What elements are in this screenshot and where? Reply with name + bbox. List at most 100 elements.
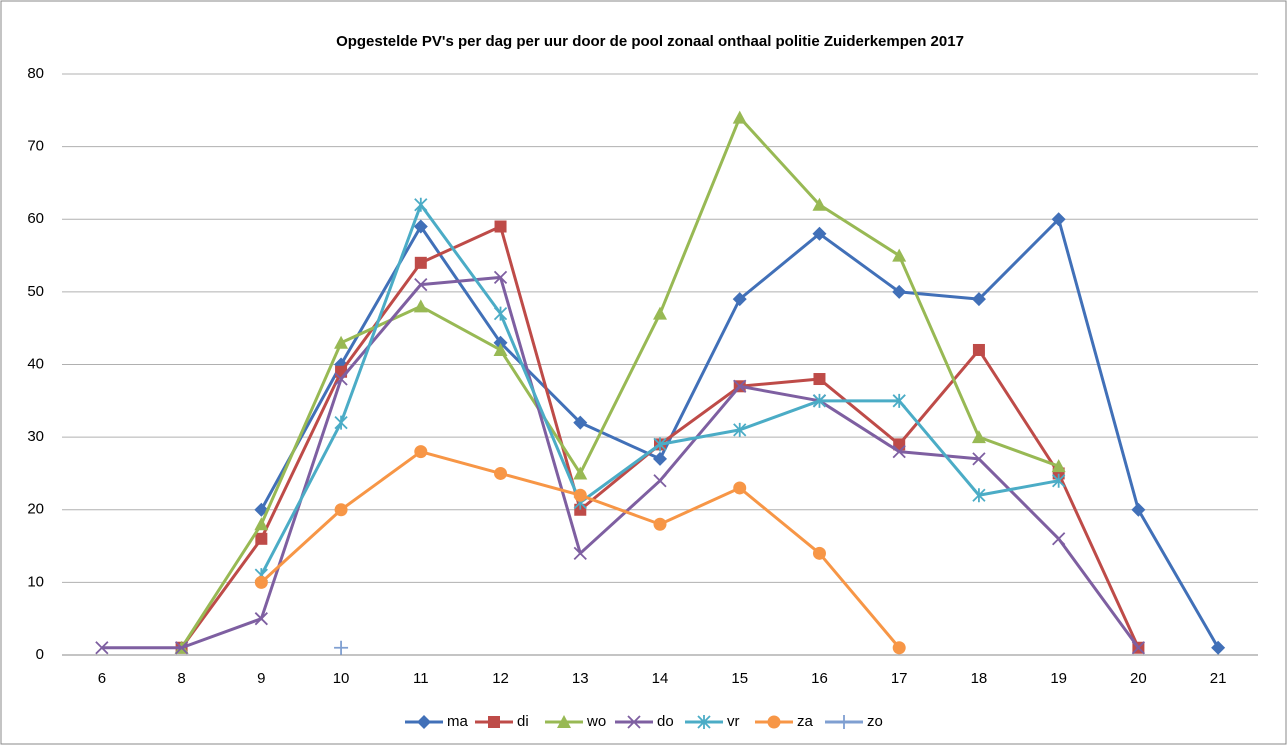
x-tick-label: 21 [1210, 670, 1227, 687]
marker [334, 640, 349, 655]
legend-marker [627, 715, 641, 729]
x-tick-label: 19 [1050, 670, 1067, 687]
marker [573, 546, 587, 560]
marker [892, 445, 906, 459]
marker [254, 517, 269, 531]
y-tick-label: 60 [27, 210, 44, 227]
marker [414, 445, 428, 459]
legend-marker [488, 716, 500, 728]
marker [812, 226, 827, 241]
x-tick-label: 13 [572, 670, 589, 687]
marker [1051, 212, 1066, 227]
marker [653, 437, 667, 452]
marker [653, 474, 667, 488]
x-tick-label: 10 [333, 670, 350, 687]
marker [972, 452, 986, 466]
marker [892, 284, 907, 299]
x-tick-label: 9 [257, 670, 265, 687]
marker [653, 306, 667, 320]
legend-marker [417, 715, 431, 729]
legend-label: zo [867, 713, 883, 730]
x-tick-label: 11 [413, 670, 429, 687]
marker [494, 466, 508, 480]
legend-marker [697, 715, 711, 729]
marker [971, 430, 986, 444]
marker [334, 503, 348, 517]
x-tick-label: 20 [1130, 670, 1147, 687]
marker [573, 488, 587, 502]
marker [812, 197, 827, 211]
x-tick-label: 12 [492, 670, 509, 687]
marker [892, 641, 906, 655]
marker [653, 517, 667, 531]
marker [972, 343, 985, 356]
y-tick-label: 30 [27, 428, 44, 445]
marker [254, 575, 268, 589]
marker [334, 335, 349, 349]
x-tick-label: 6 [98, 670, 106, 687]
marker [573, 415, 588, 430]
legend-marker [837, 715, 851, 729]
marker [494, 220, 507, 233]
marker [95, 641, 109, 655]
marker [1052, 532, 1066, 546]
marker [1211, 640, 1226, 655]
marker [1052, 473, 1066, 488]
marker [971, 292, 986, 307]
chart-title: Opgestelde PV's per dag per uur door de … [336, 33, 964, 50]
x-tick-label: 8 [177, 670, 185, 687]
x-tick-label: 14 [652, 670, 669, 687]
y-tick-label: 80 [27, 65, 44, 82]
marker [972, 488, 986, 503]
marker [892, 393, 906, 408]
x-tick-label: 16 [811, 670, 828, 687]
x-tick-label: 15 [731, 670, 748, 687]
marker [254, 612, 268, 626]
marker [733, 422, 747, 437]
marker [812, 393, 827, 408]
marker [1131, 502, 1146, 517]
marker [653, 451, 667, 466]
marker [255, 532, 268, 545]
y-tick-label: 0 [36, 646, 44, 663]
marker [573, 466, 588, 480]
y-tick-label: 10 [27, 573, 44, 590]
legend-label: ma [447, 713, 468, 730]
marker [733, 379, 747, 393]
marker [414, 256, 427, 269]
marker [812, 546, 826, 560]
legend-label: wo [586, 713, 606, 730]
marker [732, 110, 747, 124]
marker [493, 270, 508, 284]
marker [493, 335, 508, 350]
marker [414, 197, 428, 212]
marker [732, 292, 747, 307]
legend-label: vr [727, 713, 740, 730]
y-tick-label: 50 [27, 283, 44, 300]
marker [414, 277, 428, 292]
marker [334, 415, 348, 430]
marker [334, 372, 348, 386]
legend-marker [767, 715, 781, 729]
legend-label: di [517, 713, 529, 730]
series-line [180, 116, 1060, 649]
marker [493, 342, 508, 356]
marker [413, 299, 428, 313]
y-tick-label: 40 [27, 355, 44, 372]
legend-label: do [657, 713, 674, 730]
marker [174, 641, 189, 655]
y-tick-label: 20 [27, 501, 44, 518]
marker [1051, 459, 1066, 473]
marker [493, 306, 508, 321]
marker [813, 373, 826, 386]
legend-marker [557, 715, 571, 728]
series-line [101, 275, 1140, 650]
marker [1131, 641, 1146, 655]
x-tick-label: 18 [971, 670, 988, 687]
y-tick-label: 70 [27, 138, 44, 155]
marker [413, 219, 428, 234]
x-tick-label: 17 [891, 670, 908, 687]
marker [892, 248, 907, 262]
